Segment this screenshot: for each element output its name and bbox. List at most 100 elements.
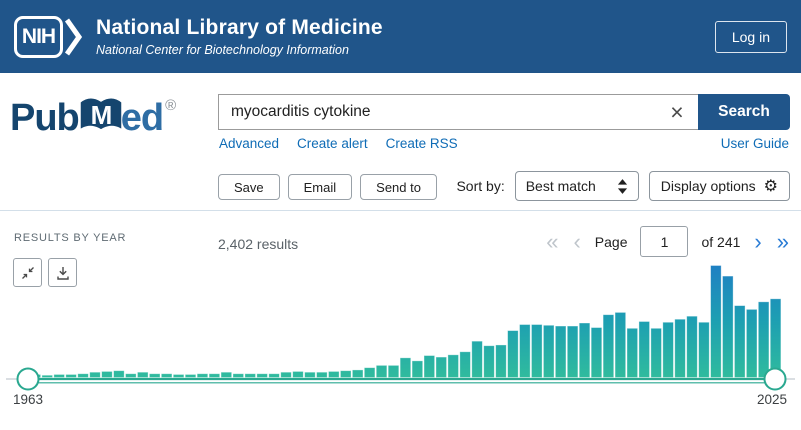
year-bar-1977[interactable] bbox=[196, 373, 209, 378]
year-bar-1979[interactable] bbox=[220, 371, 233, 378]
year-bar-1991[interactable] bbox=[363, 367, 376, 378]
year-bar-1970[interactable] bbox=[113, 370, 125, 378]
previous-page-icon[interactable]: ‹ bbox=[573, 228, 581, 254]
year-bar-2007[interactable] bbox=[554, 325, 567, 378]
year-bar-2011[interactable] bbox=[602, 314, 615, 378]
sort-select[interactable]: Best match bbox=[514, 171, 639, 201]
year-bar-1969[interactable] bbox=[101, 371, 113, 378]
year-bar-2003[interactable] bbox=[507, 330, 519, 378]
year-bar-2013[interactable] bbox=[626, 327, 639, 378]
year-bar-1983[interactable] bbox=[268, 373, 280, 378]
collapse-chart-button[interactable] bbox=[13, 258, 42, 287]
year-bar-2006[interactable] bbox=[543, 324, 555, 378]
first-page-icon[interactable]: « bbox=[546, 228, 559, 254]
year-bar-1978[interactable] bbox=[208, 373, 221, 378]
shrink-icon bbox=[21, 266, 34, 279]
next-page-icon[interactable]: › bbox=[754, 228, 762, 254]
year-bar-1999[interactable] bbox=[459, 351, 471, 378]
year-bar-1988[interactable] bbox=[328, 371, 340, 378]
search-input[interactable] bbox=[218, 94, 698, 130]
year-bar-1985[interactable] bbox=[292, 371, 304, 378]
year-bar-1981[interactable] bbox=[244, 373, 256, 378]
year-bar-1989[interactable] bbox=[340, 370, 352, 378]
send-to-button[interactable]: Send to bbox=[360, 174, 437, 200]
pubmed-logo-book-icon: M bbox=[79, 97, 123, 132]
search-bar: × Search bbox=[218, 94, 790, 130]
year-bar-2015[interactable] bbox=[650, 327, 662, 378]
year-bar-1973[interactable] bbox=[148, 373, 161, 378]
year-bar-1974[interactable] bbox=[160, 373, 173, 378]
year-bar-2021[interactable] bbox=[722, 275, 734, 378]
year-bar-2012[interactable] bbox=[614, 312, 627, 378]
year-bar-2009[interactable] bbox=[578, 322, 591, 378]
nih-logo-chevron-icon bbox=[65, 18, 82, 55]
year-bar-1986[interactable] bbox=[304, 371, 316, 378]
results-toolbar: Save Email Send to Sort by: Best match D… bbox=[0, 160, 801, 211]
year-bar-2002[interactable] bbox=[495, 344, 507, 378]
year-bar-1987[interactable] bbox=[316, 371, 328, 378]
nlm-title[interactable]: National Library of Medicine bbox=[96, 16, 383, 39]
year-bar-2000[interactable] bbox=[471, 340, 483, 378]
year-bar-1965[interactable] bbox=[53, 374, 65, 378]
download-chart-button[interactable] bbox=[48, 258, 77, 287]
year-bar-1971[interactable] bbox=[125, 373, 137, 378]
pubmed-logo-pub: Pub bbox=[10, 97, 80, 139]
login-button[interactable]: Log in bbox=[714, 20, 787, 53]
year-bar-1994[interactable] bbox=[399, 357, 412, 378]
year-bar-2001[interactable] bbox=[483, 345, 495, 378]
year-bar-2008[interactable] bbox=[566, 325, 579, 378]
last-page-icon[interactable]: » bbox=[776, 228, 789, 254]
year-bar-2018[interactable] bbox=[686, 315, 698, 378]
year-bar-2022[interactable] bbox=[734, 305, 746, 378]
sort-select-value: Best match bbox=[525, 178, 596, 194]
year-bar-2005[interactable] bbox=[531, 324, 543, 378]
year-bar-1996[interactable] bbox=[423, 355, 436, 378]
year-bar-1972[interactable] bbox=[137, 371, 149, 378]
year-bar-1975[interactable] bbox=[172, 374, 185, 378]
year-bar-1980[interactable] bbox=[232, 373, 244, 378]
year-bar-2010[interactable] bbox=[590, 327, 603, 378]
advanced-link[interactable]: Advanced bbox=[219, 136, 280, 151]
year-bar-1995[interactable] bbox=[411, 360, 424, 378]
year-bar-2025[interactable] bbox=[769, 298, 782, 378]
year-bar-1984[interactable] bbox=[280, 371, 292, 378]
nih-logo[interactable]: NIH bbox=[14, 15, 82, 58]
year-bar-1982[interactable] bbox=[256, 373, 268, 378]
page-total: of 241 bbox=[701, 233, 741, 250]
save-button[interactable]: Save bbox=[218, 174, 280, 200]
year-bar-2004[interactable] bbox=[519, 324, 531, 378]
year-bar-1997[interactable] bbox=[435, 356, 447, 378]
year-bar-2024[interactable] bbox=[757, 301, 770, 378]
search-button[interactable]: Search bbox=[698, 94, 790, 130]
create-rss-link[interactable]: Create RSS bbox=[385, 136, 458, 151]
pagination: « ‹ Page of 241 › » bbox=[545, 226, 790, 257]
ncbi-subtitle: National Center for Biotechnology Inform… bbox=[96, 43, 349, 57]
display-options-button[interactable]: Display options ⚙ bbox=[648, 171, 790, 201]
year-bar-1998[interactable] bbox=[447, 354, 459, 378]
page-number-input[interactable] bbox=[640, 226, 689, 257]
year-bar-2019[interactable] bbox=[698, 321, 710, 378]
search-section: Pub Med® × Search Advanced Create alert C… bbox=[0, 73, 801, 161]
year-bar-1964[interactable] bbox=[41, 374, 53, 378]
year-bar-2016[interactable] bbox=[662, 321, 674, 378]
year-bar-1968[interactable] bbox=[89, 371, 101, 378]
year-bar-2014[interactable] bbox=[638, 321, 650, 378]
year-bar-1993[interactable] bbox=[387, 364, 400, 378]
year-bar-1976[interactable] bbox=[184, 374, 197, 378]
year-slider-handle-min[interactable] bbox=[16, 367, 40, 391]
create-alert-link[interactable]: Create alert bbox=[297, 136, 368, 151]
email-button[interactable]: Email bbox=[287, 174, 353, 200]
year-bar-2020[interactable] bbox=[710, 265, 722, 378]
year-bar-1967[interactable] bbox=[77, 373, 89, 378]
year-bar-1966[interactable] bbox=[65, 374, 77, 378]
year-bar-2017[interactable] bbox=[674, 318, 686, 378]
year-slider-handle-max[interactable] bbox=[763, 367, 787, 391]
clear-search-icon[interactable]: × bbox=[662, 97, 692, 127]
year-bar-1992[interactable] bbox=[375, 364, 388, 378]
year-bar-1990[interactable] bbox=[351, 369, 364, 378]
user-guide-link[interactable]: User Guide bbox=[720, 136, 789, 151]
search-links: Advanced Create alert Create RSS bbox=[219, 136, 458, 151]
year-bar-2023[interactable] bbox=[746, 308, 758, 378]
